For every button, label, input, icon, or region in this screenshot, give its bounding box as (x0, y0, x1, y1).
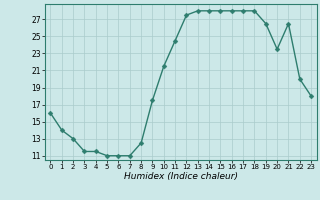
X-axis label: Humidex (Indice chaleur): Humidex (Indice chaleur) (124, 172, 238, 181)
